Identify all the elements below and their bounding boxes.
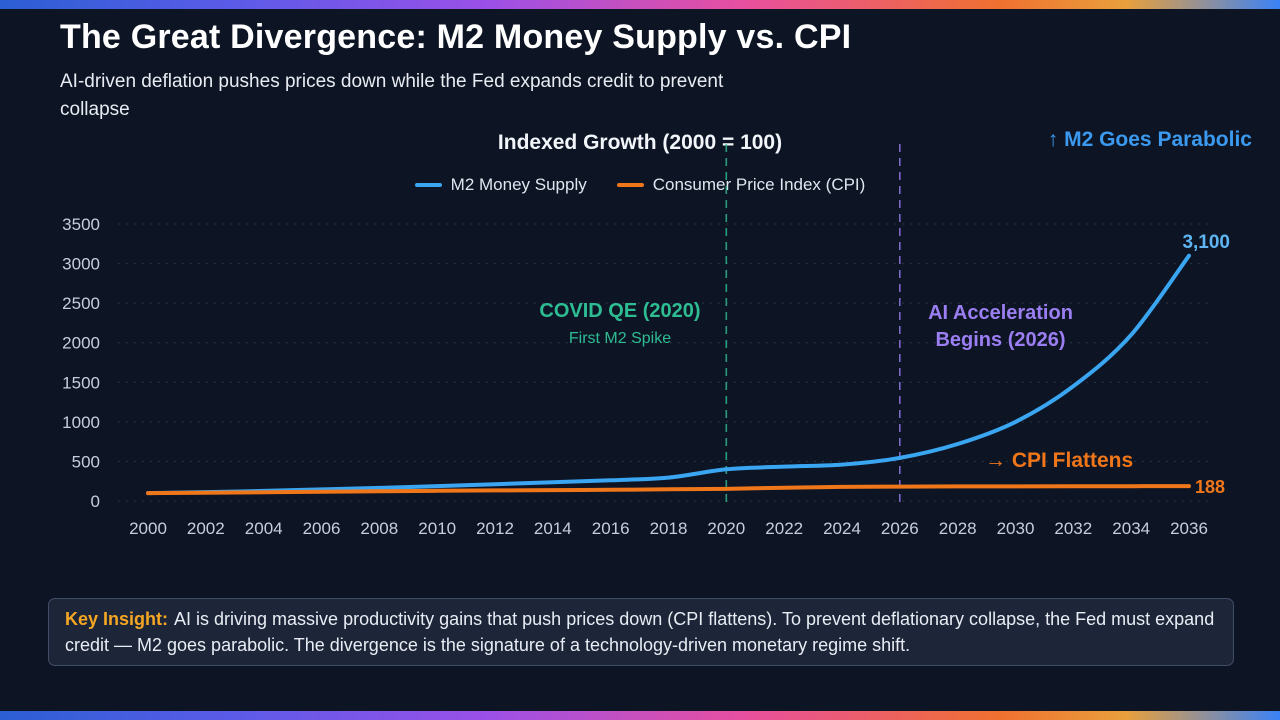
cpi-line-swatch [616, 183, 644, 187]
x-tick-label: 2032 [1054, 519, 1092, 538]
x-tick-label: 2014 [534, 519, 572, 538]
key-insight-box: Key Insight: AI is driving massive produc… [48, 598, 1234, 666]
series-line-m2 [146, 253, 1191, 496]
y-tick-label: 3000 [62, 255, 100, 274]
x-tick-label: 2036 [1170, 519, 1208, 538]
chart-title: Indexed Growth (2000 = 100) [497, 131, 783, 154]
x-tick-label: 2010 [418, 519, 456, 538]
x-tick-label: 2000 [129, 519, 167, 538]
m2-end-value-label: 3,100 [1182, 232, 1230, 253]
slide-subtitle: AI-driven deflation pushes prices down w… [60, 71, 724, 120]
x-tick-label: 2034 [1112, 519, 1150, 538]
legend-item-m2: M2 Money Supply [414, 175, 587, 195]
m2-line-swatch [414, 183, 442, 187]
y-tick-label: 1500 [62, 373, 100, 392]
annotation-cpi-flattens: → CPI Flattens [985, 449, 1134, 472]
legend-item-cpi: Consumer Price Index (CPI) [616, 175, 866, 195]
key-insight-text: AI is driving massive productivity gains… [65, 609, 1215, 655]
x-tick-label: 2018 [650, 519, 688, 538]
x-tick-label: 2024 [823, 519, 861, 538]
y-tick-label: 2000 [62, 334, 100, 353]
top-gradient-bar [0, 0, 1280, 9]
legend-label-m2: M2 Money Supply [450, 175, 587, 194]
y-tick-label: 3500 [62, 215, 100, 234]
x-tick-label: 2012 [476, 519, 514, 538]
y-tick-label: 2500 [62, 294, 100, 313]
x-tick-label: 2008 [360, 519, 398, 538]
x-tick-label: 2026 [881, 519, 919, 538]
legend-label-cpi: Consumer Price Index (CPI) [652, 175, 866, 194]
x-tick-label: 2002 [187, 519, 225, 538]
x-tick-label: 2028 [939, 519, 977, 538]
x-tick-label: 2016 [592, 519, 630, 538]
annotation-covid-qe: COVID QE (2020) First M2 Spike [495, 300, 745, 348]
x-tick-label: 2022 [765, 519, 803, 538]
bottom-gradient-bar [0, 711, 1280, 720]
slide-title: The Great Divergence: M2 Money Supply vs… [60, 18, 852, 56]
y-tick-label: 500 [72, 452, 100, 471]
annotation-m2-parabolic: ↑ M2 Goes Parabolic [1047, 128, 1252, 151]
y-tick-label: 0 [91, 492, 100, 511]
series-line-cpi [146, 484, 1191, 496]
annotation-covid-qe-title: COVID QE (2020) [539, 300, 701, 322]
x-tick-label: 2030 [997, 519, 1035, 538]
key-insight-label: Key Insight: [65, 609, 169, 629]
annotation-covid-qe-subtitle: First M2 Spike [568, 330, 672, 347]
annotation-ai-acceleration: AI Acceleration Begins (2026) [928, 302, 1073, 351]
chart-legend: M2 Money Supply Consumer Price Index (CP… [0, 175, 1280, 195]
x-tick-label: 2004 [245, 519, 283, 538]
x-tick-label: 2006 [303, 519, 341, 538]
line-chart: 0 500 1000 1500 2000 2500 3000 3500 2000 2002 2004… [62, 144, 1212, 538]
y-tick-label: 1000 [62, 413, 100, 432]
x-tick-label: 2020 [707, 519, 745, 538]
cpi-end-value-label: 188 [1194, 477, 1225, 497]
